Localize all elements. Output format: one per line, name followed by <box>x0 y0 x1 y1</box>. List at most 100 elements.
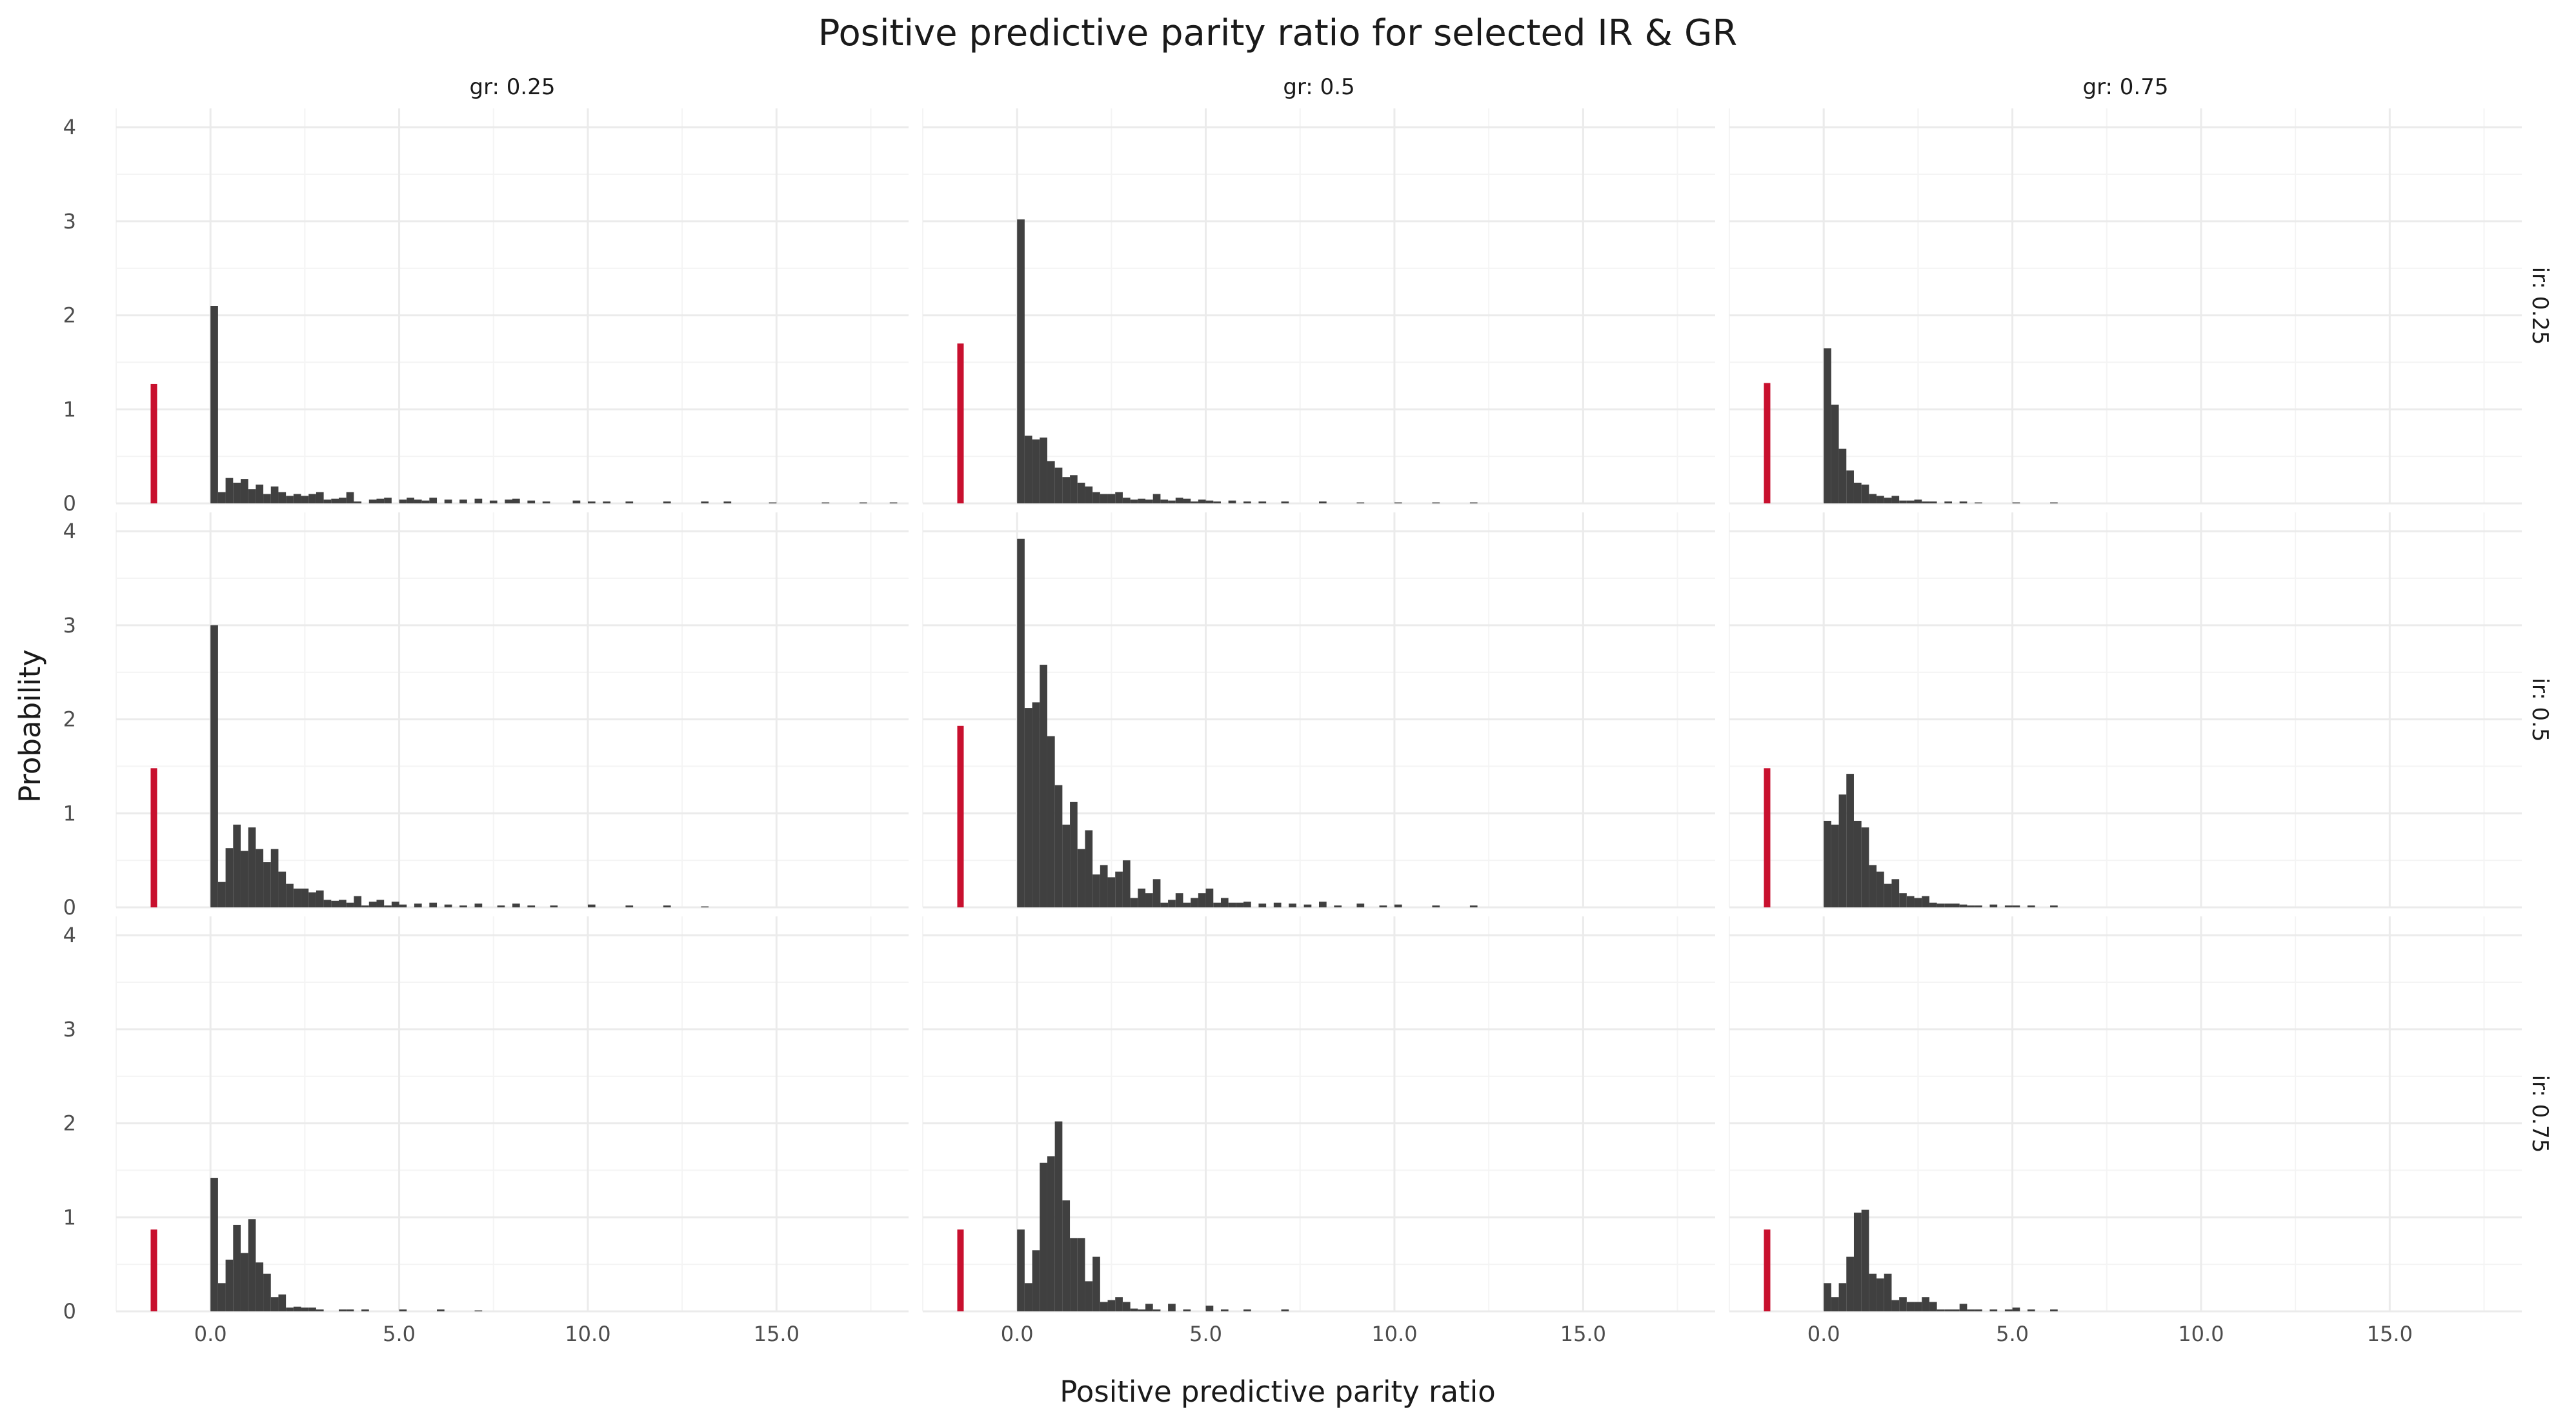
histogram-bar <box>1831 1297 1839 1311</box>
histogram-bar <box>233 482 241 503</box>
histogram-bar <box>505 500 512 503</box>
histogram-bar <box>1838 1283 1847 1311</box>
histogram-bar <box>444 500 452 503</box>
x-tick-label: 5.0 <box>383 1322 416 1346</box>
histogram-bar <box>1054 467 1063 503</box>
facet-panel <box>922 916 1715 1313</box>
y-tick-label: 3 <box>63 1017 76 1042</box>
reference-bar <box>150 768 157 907</box>
histogram-bar <box>1319 501 1327 503</box>
histogram-bar <box>1024 708 1032 907</box>
histogram-bar <box>1115 1297 1123 1311</box>
facet-panel <box>116 512 909 909</box>
x-tick-label: 10.0 <box>2178 1322 2224 1346</box>
histogram-bar <box>414 903 422 907</box>
histogram-bar <box>1062 477 1071 503</box>
histogram-bar <box>1334 905 1342 907</box>
histogram-bar <box>1168 500 1176 503</box>
facet-column-label: gr: 0.75 <box>2083 74 2169 100</box>
histogram-bar <box>1922 501 1929 503</box>
histogram-bar <box>1824 1283 1831 1311</box>
reference-bar <box>1764 768 1771 907</box>
histogram-bar <box>1047 1156 1055 1311</box>
histogram-bar <box>1877 496 1884 503</box>
histogram-bar <box>603 501 611 503</box>
histogram-bar <box>1130 898 1138 907</box>
x-tick-label: 15.0 <box>754 1322 800 1346</box>
histogram-bar <box>1138 498 1146 503</box>
histogram-bar <box>399 1309 407 1311</box>
histogram-bar <box>474 903 483 907</box>
histogram-bar <box>384 498 392 503</box>
histogram-bar <box>1107 877 1116 907</box>
histogram-bar <box>1024 436 1032 503</box>
histogram-bar <box>1869 1273 1877 1311</box>
histogram-bar <box>361 1309 369 1311</box>
histogram-bar <box>414 500 422 503</box>
y-tick-label: 2 <box>63 707 76 732</box>
histogram-bar <box>210 306 218 503</box>
histogram-bar <box>225 1259 234 1311</box>
chart-title: Positive predictive parity ratio for sel… <box>818 12 1738 54</box>
histogram-bar <box>1198 893 1206 907</box>
histogram-bar <box>1107 494 1116 503</box>
histogram-bar <box>270 1297 279 1311</box>
histogram-bar <box>286 1307 294 1311</box>
histogram-bar <box>1145 893 1153 907</box>
histogram-bar <box>1273 902 1282 907</box>
histogram-bar <box>248 489 256 503</box>
y-tick-label: 0 <box>63 1299 76 1324</box>
histogram-bar <box>1092 1256 1100 1311</box>
histogram-bar <box>1853 820 1862 907</box>
y-tick-label: 4 <box>63 923 76 947</box>
histogram-bar <box>1243 1309 1251 1311</box>
facet-row-label: ir: 0.25 <box>2527 267 2553 345</box>
histogram-bar <box>459 500 467 503</box>
histogram-bar <box>421 500 430 503</box>
histogram-bar <box>1077 1238 1085 1311</box>
histogram-bar <box>2050 1309 2058 1311</box>
histogram-bar <box>1861 484 1869 503</box>
histogram-bar <box>1228 902 1236 907</box>
histogram-bar <box>293 888 301 907</box>
histogram-bar <box>1130 1308 1138 1311</box>
histogram-bar <box>233 1224 241 1311</box>
histogram-bar <box>1891 496 1900 503</box>
histogram-bar <box>663 905 671 907</box>
y-tick-label: 1 <box>63 1205 76 1229</box>
histogram-bar <box>1070 475 1078 503</box>
histogram-bar <box>270 486 279 503</box>
histogram-bar <box>1032 1250 1040 1311</box>
histogram-bar <box>1183 498 1191 503</box>
histogram-bar <box>1017 1229 1025 1311</box>
histogram-bar <box>1054 785 1063 907</box>
histogram-bar <box>1944 501 1953 503</box>
histogram-bar <box>1989 1309 1998 1311</box>
histogram-bar <box>1205 500 1214 503</box>
histogram-bar <box>1107 1300 1116 1311</box>
facet-panel <box>1729 512 2522 909</box>
histogram-bar <box>1017 538 1025 907</box>
histogram-bar <box>1846 1256 1854 1311</box>
histogram-bar <box>429 498 438 503</box>
histogram-bar <box>1899 1297 1907 1311</box>
histogram-bar <box>308 892 316 907</box>
histogram-bar <box>489 500 498 503</box>
histogram-bar <box>1877 1278 1884 1311</box>
reference-bar <box>150 1229 157 1311</box>
facet-column-label: gr: 0.5 <box>1283 74 1354 100</box>
histogram-bar <box>278 871 287 907</box>
histogram-bar <box>1017 219 1025 503</box>
x-tick-label: 0.0 <box>194 1322 227 1346</box>
x-axis-title: Positive predictive parity ratio <box>1060 1375 1496 1409</box>
histogram-bar <box>263 1273 271 1311</box>
histogram-bar <box>270 849 279 907</box>
histogram-bar <box>217 492 226 503</box>
histogram-bar <box>346 492 354 503</box>
histogram-bar <box>1959 501 1967 503</box>
histogram-bar <box>339 1309 347 1311</box>
facet-row-label: ir: 0.75 <box>2527 1075 2553 1153</box>
histogram-bar <box>459 905 467 907</box>
histogram-bar <box>497 905 505 907</box>
